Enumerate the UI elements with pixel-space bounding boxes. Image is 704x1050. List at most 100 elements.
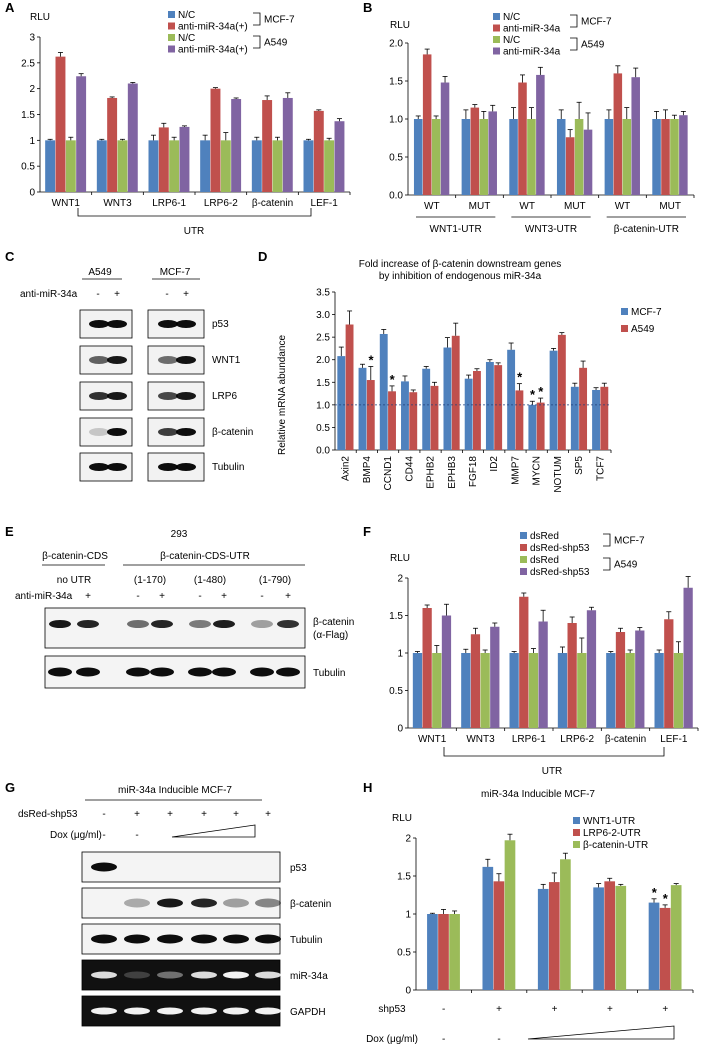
lane-sign: + — [265, 809, 271, 820]
lane-sign: - — [165, 289, 168, 300]
bar — [334, 121, 345, 192]
x-tick-label: MUT — [564, 201, 586, 212]
panel-letter-g: G — [5, 780, 16, 795]
legend-label: A549 — [631, 324, 655, 335]
x-tick-label: WNT1 — [52, 198, 81, 209]
bar — [493, 881, 505, 990]
legend-swatch — [493, 24, 500, 32]
bar — [45, 140, 56, 192]
legend-label: anti-miR-34a — [503, 47, 561, 58]
chart-f: RLU 0 0.5 1 1.5 2 WNT1 WNT3 LRP6-1 LRP6-2 β-cateni… — [389, 531, 699, 775]
band — [124, 971, 150, 979]
band — [158, 428, 178, 436]
lane-sign: - — [58, 591, 61, 602]
lane-sign: + — [607, 1004, 613, 1015]
band — [107, 320, 127, 328]
bar — [282, 97, 293, 192]
y-tick-label: 1.5 — [21, 110, 35, 121]
band — [212, 667, 236, 677]
legend-swatch — [520, 568, 527, 575]
bar — [488, 111, 497, 195]
bar — [158, 127, 169, 192]
panel-letter-b: B — [363, 0, 373, 15]
y-tick-label: 0.5 — [389, 153, 403, 164]
chart-h: miR-34a Inducible MCF-7 RLU 0 0.5 1 1.5 2 WNT1-… — [366, 789, 694, 1045]
significance-star: * — [652, 885, 658, 900]
band — [151, 620, 173, 628]
y-tick-label: 0 — [397, 724, 403, 735]
bar — [490, 626, 500, 728]
bar — [556, 119, 566, 195]
blot-row-label: Tubulin — [290, 935, 322, 946]
bar — [567, 623, 577, 728]
y-tick-label: 0.5 — [397, 948, 411, 959]
bar — [586, 610, 597, 728]
legend-swatch — [573, 817, 580, 824]
legend-label: N/C — [503, 35, 520, 46]
lane-sign: - — [260, 591, 263, 602]
legend-bracket-label: A549 — [614, 560, 638, 571]
band — [255, 1007, 281, 1015]
lane-sign: - — [198, 591, 201, 602]
x-tick-label: CCND1 — [383, 456, 394, 491]
y-tick-label: 0.0 — [389, 191, 403, 202]
bar — [470, 107, 480, 195]
band — [107, 392, 127, 400]
lane-sign: + — [167, 809, 173, 820]
x-tick-label: NOTUM — [553, 456, 564, 493]
bar — [661, 119, 670, 195]
y-tick-label: 1.0 — [316, 400, 330, 411]
bar — [413, 119, 423, 195]
bar — [600, 386, 609, 450]
legend-bracket — [253, 12, 261, 26]
blot-row-label: β-catenin — [212, 427, 253, 438]
y-axis-label: RLU — [30, 12, 50, 23]
condition-label: dsRed-shp53 — [18, 809, 78, 820]
bar — [440, 82, 450, 195]
treatment-label: anti-miR-34a — [15, 591, 73, 602]
band — [124, 934, 150, 944]
y-tick-label: 1.5 — [397, 872, 411, 883]
bar — [557, 334, 566, 450]
bar — [509, 653, 519, 728]
bar — [438, 914, 449, 990]
bar — [55, 56, 66, 193]
band — [189, 620, 211, 628]
x-tick-label: MMP7 — [510, 456, 521, 485]
band — [157, 971, 183, 979]
construct-subgroup: no UTR — [57, 575, 91, 586]
band — [124, 898, 150, 908]
band — [213, 620, 235, 628]
bar — [324, 140, 335, 192]
condition-label: Dox (μg/ml) — [366, 1034, 418, 1045]
bar — [509, 119, 518, 195]
band — [107, 356, 127, 364]
lane-sign: + — [159, 591, 165, 602]
bar — [504, 840, 516, 990]
legend-bracket — [570, 37, 578, 51]
y-tick-label: 2 — [405, 834, 411, 845]
blot-g: miR-34a Inducible MCF-7 dsRed-shp53 Dox (μ… — [18, 785, 331, 1027]
legend-label: anti-miR-34a — [503, 24, 561, 35]
blot-row-label: Tubulin — [313, 668, 345, 679]
bar — [464, 378, 473, 450]
bar — [679, 115, 688, 195]
band — [191, 1007, 217, 1015]
bar — [565, 137, 575, 195]
bar — [422, 368, 431, 450]
bar — [231, 99, 242, 192]
bar — [337, 356, 346, 450]
band — [48, 667, 72, 677]
chart-subtitle: by inhibition of endogenous miR-34a — [379, 271, 542, 282]
bar — [574, 119, 584, 195]
band — [158, 356, 178, 364]
y-tick-label: 1 — [29, 136, 35, 147]
dox-gradient-triangle — [171, 824, 256, 838]
construct-label: β-catenin-CDS-UTR — [160, 551, 250, 562]
x-tick-label: CD44 — [404, 456, 415, 482]
bar — [388, 391, 396, 450]
bar — [117, 140, 128, 192]
x-tick-label: SP5 — [574, 456, 585, 475]
bar — [169, 140, 180, 192]
y-tick-label: 1.0 — [389, 115, 403, 126]
